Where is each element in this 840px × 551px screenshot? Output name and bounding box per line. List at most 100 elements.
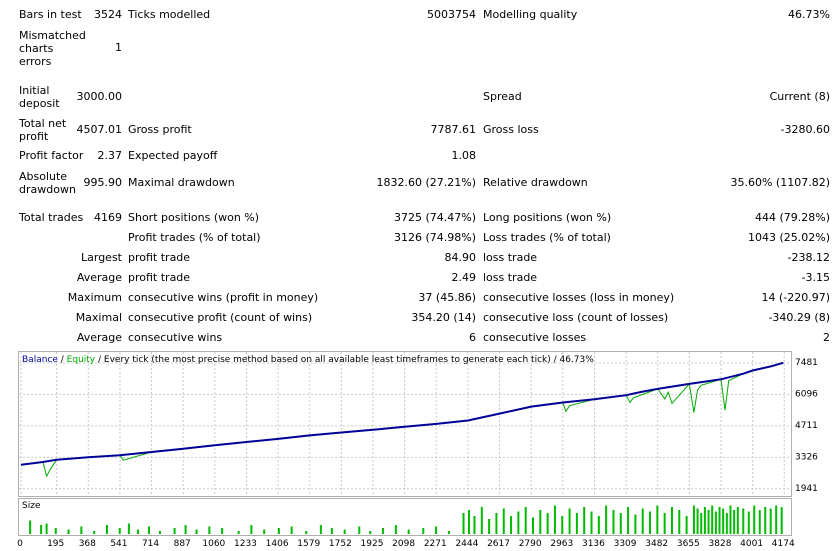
legend-sep: / [57, 355, 67, 365]
avg-consec-losses-value: 2 [823, 331, 830, 344]
volume-bar [137, 529, 140, 534]
legend-equity: Equity [66, 355, 96, 365]
balance-equity-plot [19, 352, 791, 496]
x-tick-label: 2617 [487, 539, 510, 549]
relative-drawdown-value: 35.60% (1107.82) [730, 176, 830, 189]
loss-trades-value: 1043 (25.02%) [747, 231, 830, 244]
maximal-drawdown-label: Maximal drawdown [128, 176, 235, 189]
volume-bar [358, 526, 361, 534]
volume-bar [733, 510, 736, 534]
volume-bar [382, 528, 385, 534]
y-tick-label: 7481 [795, 358, 818, 368]
x-tick-label: 2444 [455, 539, 478, 549]
max-consec-wins-value: 37 (45.86) [418, 291, 476, 304]
profit-factor-value: 2.37 [97, 149, 123, 162]
maximal-consec-profit-value: 354.20 (14) [411, 311, 476, 324]
bars-in-test-label: Bars in test [19, 8, 82, 21]
volume-bar [250, 525, 253, 534]
volume-bar [502, 508, 505, 534]
ticks-modelled-label: Ticks modelled [128, 8, 211, 21]
total-net-profit-value: 4507.01 [76, 123, 123, 136]
ticks-modelled-value: 5003754 [427, 8, 476, 21]
y-tick-label: 1941 [795, 484, 818, 494]
y-tick-label: 4711 [795, 421, 818, 431]
volume-bar [369, 531, 372, 534]
volume-bar [546, 513, 549, 534]
max-consec-losses-value: 14 (-220.97) [761, 291, 830, 304]
balance-line [20, 361, 784, 466]
x-tick-label: 3136 [582, 539, 605, 549]
volume-bar [663, 513, 666, 534]
volume-bar [29, 520, 32, 534]
volume-bar [447, 531, 450, 534]
maximal-consec-loss-value: -340.29 (8) [768, 311, 830, 324]
x-tick-label: 195 [47, 539, 64, 549]
volume-bar [495, 513, 498, 534]
volume-bar [656, 505, 659, 534]
long-positions-value: 444 (79.28%) [754, 211, 830, 224]
volume-bar [158, 531, 161, 534]
volume-bar [605, 505, 608, 534]
y-tick-label: 3326 [795, 452, 818, 462]
total-trades-value: 4169 [94, 211, 122, 224]
volume-bar [747, 511, 750, 534]
volume-bar [173, 528, 176, 534]
volume-bar [263, 529, 266, 534]
y-tick-label: 6096 [795, 389, 818, 399]
gross-profit-label: Gross profit [128, 123, 192, 136]
x-tick-label: 3309 [614, 539, 637, 549]
short-positions-label: Short positions (won %) [128, 211, 260, 224]
maximal-drawdown-value: 1832.60 (27.21%) [376, 176, 476, 189]
volume-bar [707, 510, 710, 534]
volume-bar [118, 528, 121, 534]
avg-consec-wins-value: 6 [469, 331, 476, 344]
volume-bar [711, 505, 714, 534]
volume-bar [422, 528, 425, 534]
avg-consec-losses-label: consecutive losses [483, 331, 587, 344]
volume-bar [590, 511, 593, 534]
volume-bar [93, 531, 96, 534]
x-tick-label: 714 [142, 539, 159, 549]
volume-plot [29, 505, 783, 534]
chart-x-axis: 0 195 368 541 714 887 1060 1233 1406 1579 1752 1925… [17, 539, 795, 549]
volume-bar [319, 525, 322, 534]
mismatched-value: 1 [115, 41, 122, 54]
average-loss-value: -3.15 [801, 271, 830, 284]
volume-bar [649, 511, 652, 534]
chart-y-axis: 7481 6096 4711 3326 1941 [795, 358, 818, 494]
volume-bar [435, 526, 438, 534]
volume-bar [45, 523, 48, 534]
average-profit-value: 2.49 [451, 271, 477, 284]
maximal-consec-profit-label: consecutive profit (count of wins) [128, 311, 313, 324]
x-tick-label: 3828 [709, 539, 732, 549]
x-tick-label: 2098 [392, 539, 415, 549]
profit-trades-value: 3126 (74.98%) [393, 231, 476, 244]
average-loss-label: loss trade [483, 271, 538, 284]
largest-loss-value: -238.12 [787, 251, 830, 264]
bars-in-test-value: 3524 [94, 8, 122, 21]
volume-bar [597, 516, 600, 534]
maximal-consec-loss-label: consecutive loss (count of losses) [483, 311, 669, 324]
max-consec-wins-label: consecutive wins (profit in money) [128, 291, 319, 304]
x-tick-label: 4174 [772, 539, 795, 549]
volume-bar [277, 528, 280, 534]
volume-bar [700, 513, 703, 534]
average2-label: Average [76, 331, 122, 344]
volume-bar [753, 505, 756, 534]
volume-bar [54, 528, 57, 534]
x-tick-label: 3655 [677, 539, 700, 549]
maximum-label: Maximum [67, 291, 122, 304]
x-tick-label: 368 [79, 539, 96, 549]
avg-consec-wins-label: consecutive wins [128, 331, 223, 344]
gross-loss-label: Gross loss [483, 123, 539, 136]
profit-factor-label: Profit factor [19, 149, 84, 162]
volume-bar [696, 508, 699, 534]
volume-bar [722, 508, 725, 534]
gross-loss-value: -3280.60 [780, 123, 830, 136]
total-net-profit-label: Total net profit [19, 117, 67, 143]
volume-bar [305, 531, 308, 534]
average-label: Average [76, 271, 122, 284]
volume-bar [553, 505, 556, 534]
x-tick-label: 2790 [519, 539, 542, 549]
volume-bar [575, 513, 578, 534]
